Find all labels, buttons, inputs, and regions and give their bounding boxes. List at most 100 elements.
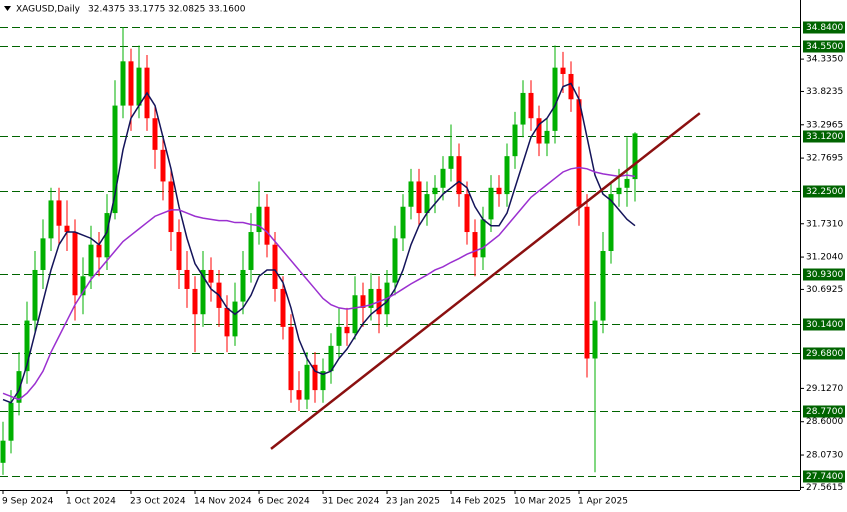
- candle-body: [568, 73, 574, 100]
- candle-body: [584, 206, 590, 359]
- candle-body: [160, 149, 166, 182]
- candle-body: [528, 92, 534, 119]
- candle-body: [632, 133, 638, 180]
- candle-body: [464, 194, 470, 233]
- candle-body: [80, 276, 86, 296]
- candle-body: [296, 390, 302, 400]
- y-tick-label: 34.3350: [806, 55, 843, 65]
- candle-body: [552, 67, 558, 131]
- level-label-box: [803, 185, 845, 198]
- candle-body: [40, 238, 46, 270]
- candle-body: [544, 130, 550, 144]
- level-label-box: [803, 405, 845, 418]
- candle-body: [432, 187, 438, 195]
- moving-average: [2, 166, 636, 401]
- candle-body: [480, 219, 486, 258]
- candle-body: [24, 320, 30, 372]
- candle-body: [200, 269, 206, 315]
- candle-body: [352, 295, 358, 334]
- candle-body: [624, 178, 630, 188]
- level-label: 29.6800: [806, 349, 843, 359]
- candle-body: [536, 118, 542, 144]
- candle-body: [608, 194, 614, 252]
- candle-body: [472, 232, 478, 258]
- candle-body: [136, 67, 142, 106]
- candle-body: [168, 181, 174, 233]
- candle-body: [360, 295, 366, 308]
- candle-body: [416, 181, 422, 214]
- candle-body: [424, 194, 430, 214]
- candle-body: [256, 206, 262, 233]
- candle-body: [240, 269, 246, 302]
- y-tick-label: 30.6925: [806, 285, 843, 295]
- y-tick-label: 31.7310: [806, 219, 843, 229]
- candle-body: [592, 320, 598, 359]
- candle-body: [336, 326, 342, 346]
- level-label: 27.7400: [806, 472, 843, 482]
- level-label: 34.8400: [806, 23, 843, 33]
- level-label: 34.5500: [806, 42, 843, 52]
- candle-body: [32, 269, 38, 321]
- y-tick-label: 33.8235: [806, 87, 843, 97]
- candle-body: [576, 99, 582, 207]
- x-tick-label: 1 Apr 2025: [578, 497, 628, 507]
- candle-body: [288, 326, 294, 391]
- y-tick-label: 31.2040: [806, 253, 843, 263]
- level-label: 33.1200: [806, 132, 843, 142]
- level-label-box: [803, 40, 845, 53]
- candle-body: [152, 118, 158, 150]
- candle-body: [448, 156, 454, 169]
- level-label-box: [803, 470, 845, 483]
- quote: 32.4375 33.1775 32.0825 33.1600: [88, 5, 246, 15]
- candle-body: [120, 61, 126, 106]
- candle-body: [128, 61, 134, 106]
- candle-body: [328, 345, 334, 372]
- candle-body: [192, 288, 198, 315]
- y-tick-label: 28.6000: [806, 417, 843, 427]
- candle-body: [0, 440, 6, 463]
- candle-body: [488, 187, 494, 220]
- level-label-box: [803, 268, 845, 281]
- x-tick-label: 14 Nov 2024: [194, 497, 252, 507]
- level-label: 32.2500: [806, 187, 843, 197]
- candle-body: [184, 269, 190, 289]
- candle-body: [232, 301, 238, 337]
- candle-body: [64, 225, 70, 233]
- trendline: [270, 112, 701, 450]
- y-tick-label: 27.5615: [806, 483, 843, 493]
- candle-body: [272, 244, 278, 289]
- candle-body: [48, 200, 54, 239]
- level-label: 28.7700: [806, 407, 843, 417]
- x-tick-label: 23 Jan 2025: [386, 497, 440, 507]
- level-label-box: [803, 347, 845, 360]
- candle-body: [16, 371, 22, 403]
- candle-body: [8, 402, 14, 441]
- y-tick-label: 29.1270: [806, 384, 843, 394]
- candle-body: [96, 244, 102, 258]
- candle-body: [440, 168, 446, 188]
- level-label: 30.9300: [806, 270, 843, 280]
- x-tick-label: 6 Dec 2024: [258, 497, 310, 507]
- candle-body: [112, 105, 118, 214]
- candle-body: [392, 238, 398, 283]
- x-tick-label: 10 Mar 2025: [514, 497, 571, 507]
- candle-body: [408, 181, 414, 207]
- candle-body: [176, 232, 182, 270]
- candle-body: [600, 251, 606, 321]
- candle-body: [368, 288, 374, 308]
- candle-body: [456, 156, 462, 195]
- candle-body: [280, 288, 286, 327]
- x-tick-label: 31 Dec 2024: [322, 497, 380, 507]
- candle-body: [224, 307, 230, 337]
- candle-body: [104, 213, 110, 258]
- menu-triangle: [4, 6, 11, 11]
- candle-body: [496, 187, 502, 195]
- candle-body: [400, 206, 406, 239]
- candle-body: [72, 232, 78, 296]
- candle-body: [304, 364, 310, 400]
- y-tick-label: 32.7695: [806, 154, 843, 164]
- candle-body: [264, 206, 270, 245]
- candle-body: [312, 364, 318, 391]
